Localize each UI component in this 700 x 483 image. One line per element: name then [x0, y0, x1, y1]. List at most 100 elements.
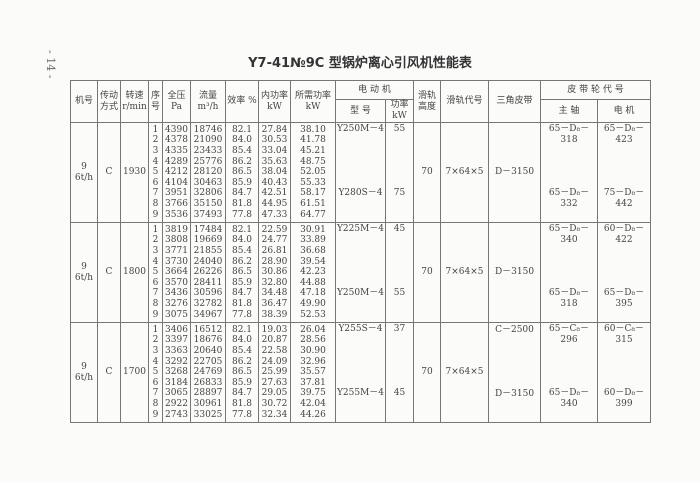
seq-value: 1 [152, 124, 159, 135]
motor-model: Y250M－4 [336, 288, 385, 298]
internal-power-cell: 22.59 24.77 26.81 28.90 30.86 32.80 34.48 36.47… [258, 222, 291, 323]
flow-value: 30463 [193, 177, 223, 188]
header-required-power: 所需功率 kW [290, 80, 336, 123]
flow-value: 23433 [193, 146, 223, 157]
required-power-value: 35.57 [300, 367, 326, 378]
seq-value: 4 [152, 156, 159, 167]
required-power-cell: 38.10 41.78 45.21 48.75 52.05 55.33 58.17 61.51… [290, 122, 336, 223]
motor-model: Y255S－4 [338, 324, 383, 334]
seq-value: 2 [152, 335, 159, 346]
v-belt-cell: D－3150 [488, 222, 541, 323]
efficiency-value: 85.4 [231, 246, 253, 257]
seq-value: 7 [152, 288, 159, 299]
fan-capacity: 6t/h [74, 272, 94, 283]
flow-value: 20640 [193, 346, 223, 357]
required-power-value: 30.91 [300, 224, 326, 235]
v-belt: D－3150 [494, 389, 535, 399]
internal-power-value: 44.95 [261, 198, 288, 209]
efficiency-value: 86.2 [231, 356, 253, 367]
seq-value: 6 [152, 177, 159, 188]
motor-power: 55 [393, 124, 406, 134]
header-flow: 流量 m³/h [190, 80, 226, 123]
internal-power-value: 32.34 [261, 409, 288, 420]
header-internal-power: 内功率 kW [258, 80, 291, 123]
required-power-value: 37.81 [300, 377, 326, 388]
fan-no-cell: 9 6t/h [70, 222, 98, 323]
efficiency-value: 82.1 [231, 124, 253, 135]
flow-value: 18676 [193, 335, 223, 346]
flow-value: 28120 [193, 167, 223, 178]
motor-model: Y255M－4 [336, 388, 385, 398]
seq-value: 1 [152, 324, 159, 335]
internal-power-value: 30.53 [261, 135, 288, 146]
flow-value: 21090 [193, 135, 223, 146]
pressure-value: 3819 [165, 224, 188, 235]
required-power-value: 49.90 [300, 298, 326, 309]
flow-value: 24769 [193, 367, 223, 378]
motor-pulley-code: 60－D₈－422 [603, 224, 645, 245]
v-belt-cell: C－2500 D－3150 [488, 322, 541, 423]
flow-value: 28411 [193, 277, 223, 288]
seq-value: 3 [152, 146, 159, 157]
pressure-value: 4335 [165, 146, 188, 157]
main-shaft-cell: 65－C₈－296 65－D₈－340 [540, 322, 598, 423]
main-shaft-code: 65－D₈－340 [548, 388, 590, 409]
flow-value: 30961 [193, 398, 223, 409]
efficiency-value: 85.9 [231, 377, 253, 388]
pressure-value: 3397 [165, 335, 188, 346]
efficiency-value: 85.4 [231, 146, 253, 157]
flow-value: 16512 [193, 324, 223, 335]
efficiency-cell: 82.1 84.0 85.4 86.2 86.5 85.9 84.7 81.8 77.8 [225, 322, 259, 423]
motor-power-cell: 37 45 [385, 322, 414, 423]
main-shaft-code: 65－D₈－318 [548, 124, 590, 145]
rail-code-cell: 7×64×5 [440, 322, 489, 423]
flow-value: 24040 [193, 256, 223, 267]
internal-power-value: 22.59 [261, 224, 288, 235]
motor-power: 45 [393, 388, 406, 398]
efficiency-value: 84.0 [231, 335, 253, 346]
pressure-value: 3771 [165, 246, 188, 257]
motor-pulley-cell: 60－D₈－422 65－D₈－395 [597, 222, 651, 323]
flow-value: 19669 [193, 235, 223, 246]
seq-value: 6 [152, 277, 159, 288]
internal-power-value: 42.51 [261, 188, 288, 199]
pressure-value: 4289 [165, 156, 188, 167]
v-belt: D－3150 [494, 267, 535, 277]
header-v-belt: 三角皮带 [488, 80, 541, 123]
fan-capacity: 6t/h [74, 372, 94, 383]
pressure-value: 3664 [165, 267, 188, 278]
motor-model-cell: Y255S－4 Y255M－4 [335, 322, 386, 423]
efficiency-value: 86.5 [231, 367, 253, 378]
pressure-value: 3363 [165, 346, 188, 357]
header-pulley: 皮 带 轮 代 号 [540, 80, 651, 100]
internal-power-value: 32.80 [261, 277, 288, 288]
flow-value: 26226 [193, 267, 223, 278]
speed-cell: 1800 [120, 222, 149, 323]
header-seq: 序号 [148, 80, 163, 123]
rail-height-cell: 70 [413, 222, 441, 323]
motor-model-cell: Y250M－4 Y280S－4 [335, 122, 386, 223]
fan-no-cell: 9 6t/h [70, 322, 98, 423]
efficiency-cell: 82.1 84.0 85.4 86.2 86.5 85.9 84.7 81.8 77.8 [225, 222, 259, 323]
seq-value: 4 [152, 256, 159, 267]
motor-pulley-code: 75－D₈－442 [603, 188, 645, 209]
motor-pulley-cell: 60－C₈－315 60－D₈－399 [597, 322, 651, 423]
flow-value: 22705 [193, 356, 223, 367]
header-motor-power: 功率 kW [385, 99, 414, 123]
pressure-value: 3808 [165, 235, 188, 246]
required-power-value: 55.33 [300, 177, 326, 188]
efficiency-value: 77.8 [231, 409, 253, 420]
efficiency-value: 84.0 [231, 235, 253, 246]
efficiency-value: 86.5 [231, 267, 253, 278]
pressure-value: 3766 [165, 198, 188, 209]
seq-value: 9 [152, 209, 159, 220]
table-row-group: 9 6t/h C 1930 1 2 3 4 5 6 7 8 9 4390 4378 4335 4289 4212 4… [70, 122, 651, 223]
internal-power-value: 27.63 [261, 377, 288, 388]
pressure-value: 3276 [165, 298, 188, 309]
seq-value: 5 [152, 167, 159, 178]
seq-value: 6 [152, 377, 159, 388]
flow-cell: 17484 19669 21855 24040 26226 28411 30596 32782… [190, 222, 226, 323]
flow-value: 32806 [193, 188, 223, 199]
header-pressure: 全压 Pa [162, 80, 191, 123]
